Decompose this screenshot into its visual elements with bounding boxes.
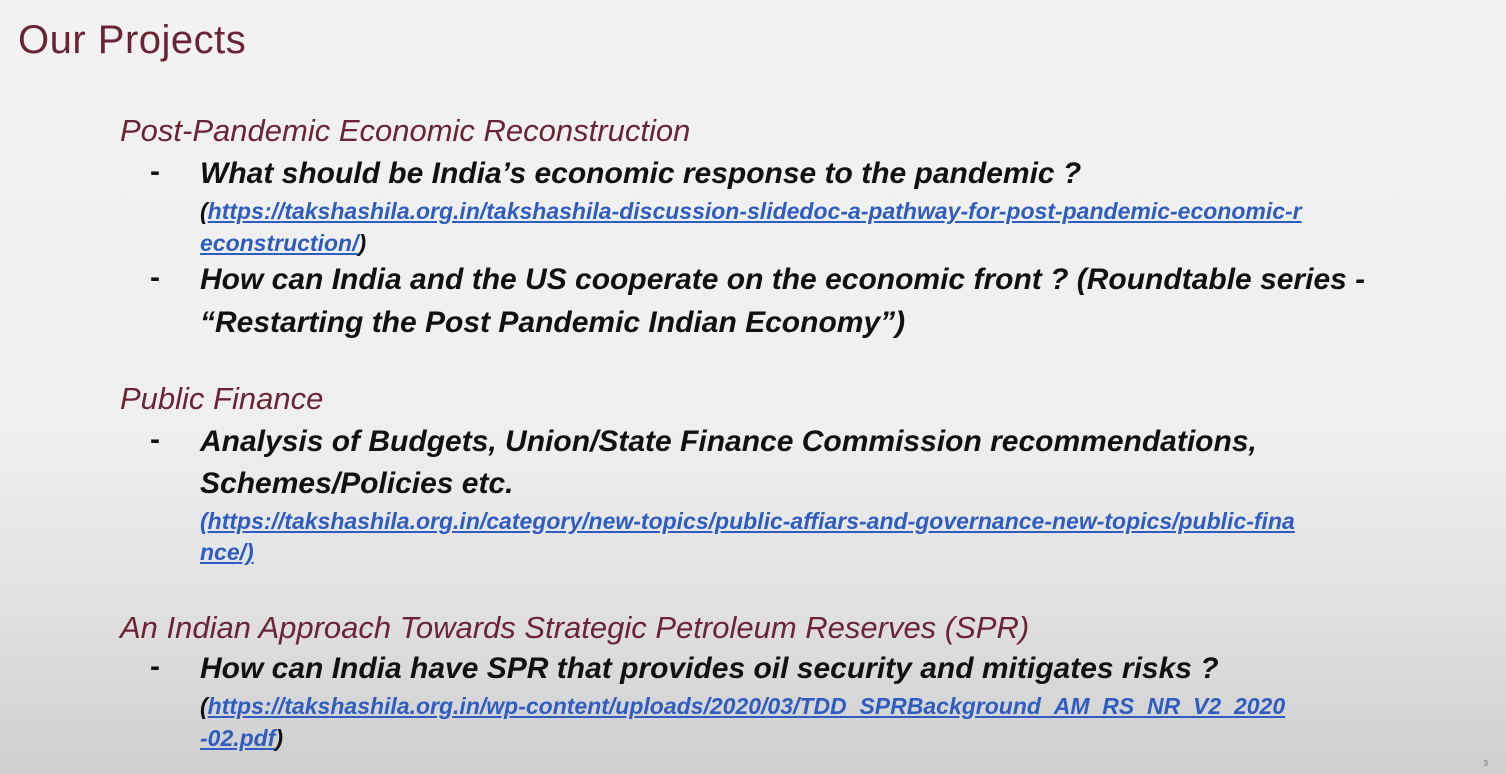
question-india-us-cooperation-cont: “Restarting the Post Pandemic Indian Eco…: [200, 306, 906, 339]
link-spr-background-pdf-cont[interactable]: -02.pdf: [200, 725, 276, 751]
link-row-spr-cont: -02.pdf): [200, 722, 283, 755]
link-economic-reconstruction-cont[interactable]: econstruction/: [200, 230, 359, 256]
question-spr-oil-security: How can India have SPR that provides oil…: [200, 652, 1219, 685]
link-row-spr: (https://takshashila.org.in/wp-content/u…: [200, 690, 1285, 723]
bullet-dash: -: [150, 261, 160, 294]
link-row-public-finance-cont: nce/): [200, 536, 254, 569]
question-budget-analysis: Analysis of Budgets, Union/State Finance…: [200, 425, 1257, 458]
link-open-paren: (: [200, 693, 208, 719]
section-heading-post-pandemic: Post-Pandemic Economic Reconstruction: [120, 113, 691, 148]
link-open-paren: (: [200, 198, 208, 224]
slide-page-mark: 3: [1483, 759, 1488, 768]
slide-title: Our Projects: [18, 18, 247, 62]
link-close-paren: ): [275, 725, 284, 751]
question-economic-response: What should be India’s economic response…: [200, 157, 1082, 190]
link-row-economic-reconstruction-cont: econstruction/): [200, 227, 366, 260]
section-heading-public-finance: Public Finance: [120, 381, 324, 416]
bullet-dash: -: [150, 423, 160, 456]
link-spr-background-pdf[interactable]: https://takshashila.org.in/wp-content/up…: [207, 693, 1286, 719]
link-row-economic-reconstruction: (https://takshashila.org.in/takshashila-…: [200, 195, 1302, 228]
link-row-public-finance: (https://takshashila.org.in/category/new…: [200, 505, 1295, 538]
bullet-dash: -: [150, 650, 160, 683]
section-heading-spr: An Indian Approach Towards Strategic Pet…: [120, 610, 1030, 645]
question-budget-analysis-cont: Schemes/Policies etc.: [200, 467, 514, 500]
link-close-paren: ): [358, 230, 367, 256]
link-economic-reconstruction[interactable]: https://takshashila.org.in/takshashila-d…: [207, 198, 1302, 224]
bullet-dash: -: [150, 155, 160, 188]
question-india-us-cooperation: How can India and the US cooperate on th…: [200, 263, 1366, 296]
link-public-finance-cont[interactable]: nce/): [200, 539, 254, 565]
link-public-finance[interactable]: (https://takshashila.org.in/category/new…: [200, 508, 1295, 534]
